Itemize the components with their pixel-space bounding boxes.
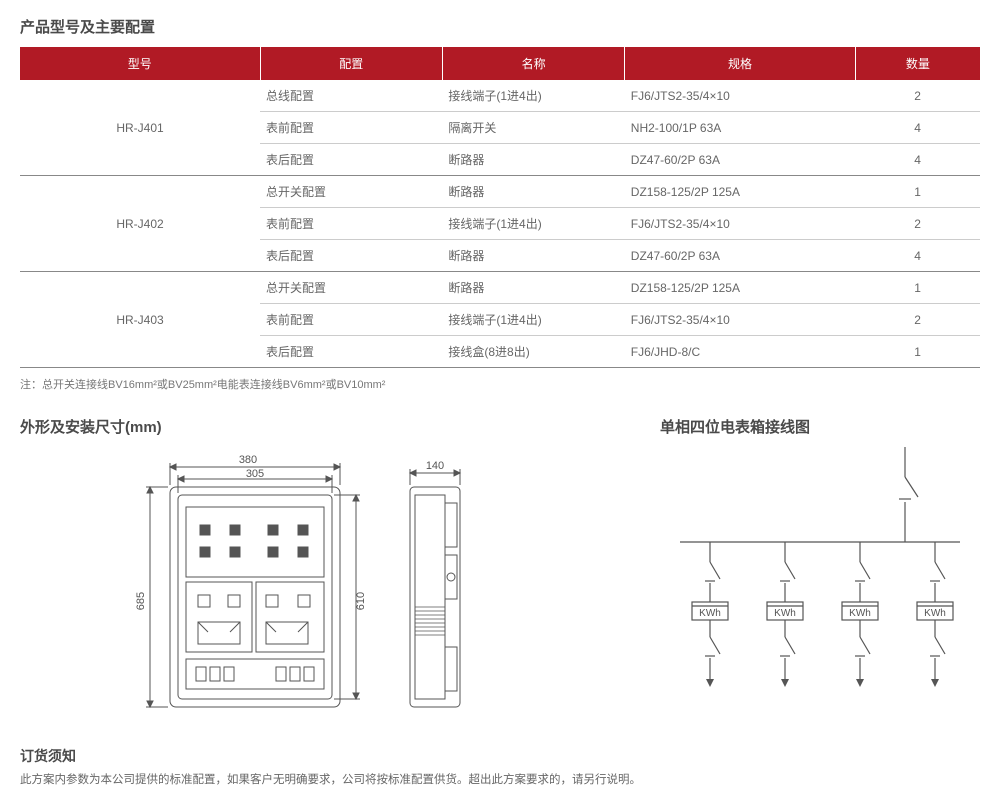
dim-140: 140 bbox=[426, 460, 444, 472]
cell-spec: DZ158-125/2P 125A bbox=[625, 272, 855, 304]
cell-spec: FJ6/JTS2-35/4×10 bbox=[625, 208, 855, 240]
cell-name: 断路器 bbox=[442, 272, 624, 304]
order-text: 此方案内参数为本公司提供的标准配置，如果客户无明确要求，公司将按标准配置供货。超… bbox=[20, 772, 980, 789]
cell-config: 总开关配置 bbox=[260, 272, 442, 304]
cell-model: HR-J402 bbox=[20, 176, 260, 272]
dim-610: 610 bbox=[355, 592, 367, 610]
th-spec: 规格 bbox=[625, 47, 855, 80]
cell-qty: 4 bbox=[855, 112, 980, 144]
cell-name: 断路器 bbox=[442, 176, 624, 208]
cell-qty: 1 bbox=[855, 336, 980, 368]
section-title-dimensions: 外形及安装尺寸(mm) bbox=[20, 416, 640, 437]
table-row: HR-J403总开关配置断路器DZ158-125/2P 125A1 bbox=[20, 272, 980, 304]
cell-qty: 4 bbox=[855, 240, 980, 272]
cell-spec: NH2-100/1P 63A bbox=[625, 112, 855, 144]
cell-spec: FJ6/JTS2-35/4×10 bbox=[625, 80, 855, 112]
cell-name: 断路器 bbox=[442, 240, 624, 272]
order-title: 订货须知 bbox=[20, 746, 980, 766]
th-config: 配置 bbox=[260, 47, 442, 80]
dimension-drawing: 380 305 685 bbox=[20, 447, 640, 732]
cell-qty: 1 bbox=[855, 272, 980, 304]
wiring-diagram: KWh KWh KWh KW bbox=[660, 447, 980, 702]
cell-spec: FJ6/JHD-8/C bbox=[625, 336, 855, 368]
cell-config: 表前配置 bbox=[260, 112, 442, 144]
cell-name: 接线端子(1进4出) bbox=[442, 208, 624, 240]
cell-config: 表后配置 bbox=[260, 240, 442, 272]
table-row: HR-J402总开关配置断路器DZ158-125/2P 125A1 bbox=[20, 176, 980, 208]
cell-config: 总线配置 bbox=[260, 80, 442, 112]
section-title-spec: 产品型号及主要配置 bbox=[20, 16, 980, 37]
cell-name: 接线端子(1进4出) bbox=[442, 80, 624, 112]
th-model: 型号 bbox=[20, 47, 260, 80]
cell-name: 接线端子(1进4出) bbox=[442, 304, 624, 336]
cell-qty: 2 bbox=[855, 80, 980, 112]
dim-685: 685 bbox=[135, 592, 147, 610]
cell-name: 断路器 bbox=[442, 144, 624, 176]
cell-name: 隔离开关 bbox=[442, 112, 624, 144]
th-name: 名称 bbox=[442, 47, 624, 80]
cell-spec: DZ47-60/2P 63A bbox=[625, 144, 855, 176]
svg-text:KWh: KWh bbox=[849, 608, 871, 619]
th-qty: 数量 bbox=[855, 47, 980, 80]
dim-380: 380 bbox=[239, 454, 257, 466]
cell-config: 总开关配置 bbox=[260, 176, 442, 208]
section-title-wiring: 单相四位电表箱接线图 bbox=[660, 416, 980, 437]
spec-table: 型号 配置 名称 规格 数量 HR-J401总线配置接线端子(1进4出)FJ6/… bbox=[20, 47, 980, 368]
svg-text:KWh: KWh bbox=[924, 608, 946, 619]
cell-qty: 2 bbox=[855, 304, 980, 336]
cell-config: 表前配置 bbox=[260, 304, 442, 336]
cell-qty: 1 bbox=[855, 176, 980, 208]
svg-text:KWh: KWh bbox=[699, 608, 721, 619]
table-footnote: 注：总开关连接线BV16mm²或BV25mm²电能表连接线BV6mm²或BV10… bbox=[20, 376, 980, 392]
cell-config: 表后配置 bbox=[260, 144, 442, 176]
cell-config: 表前配置 bbox=[260, 208, 442, 240]
svg-text:KWh: KWh bbox=[774, 608, 796, 619]
dim-305: 305 bbox=[246, 468, 264, 480]
cell-name: 接线盒(8进8出) bbox=[442, 336, 624, 368]
cell-spec: DZ158-125/2P 125A bbox=[625, 176, 855, 208]
table-row: HR-J401总线配置接线端子(1进4出)FJ6/JTS2-35/4×102 bbox=[20, 80, 980, 112]
cell-qty: 4 bbox=[855, 144, 980, 176]
spec-header-row: 型号 配置 名称 规格 数量 bbox=[20, 47, 980, 80]
cell-model: HR-J401 bbox=[20, 80, 260, 176]
cell-config: 表后配置 bbox=[260, 336, 442, 368]
cell-qty: 2 bbox=[855, 208, 980, 240]
cell-spec: DZ47-60/2P 63A bbox=[625, 240, 855, 272]
cell-spec: FJ6/JTS2-35/4×10 bbox=[625, 304, 855, 336]
cell-model: HR-J403 bbox=[20, 272, 260, 368]
